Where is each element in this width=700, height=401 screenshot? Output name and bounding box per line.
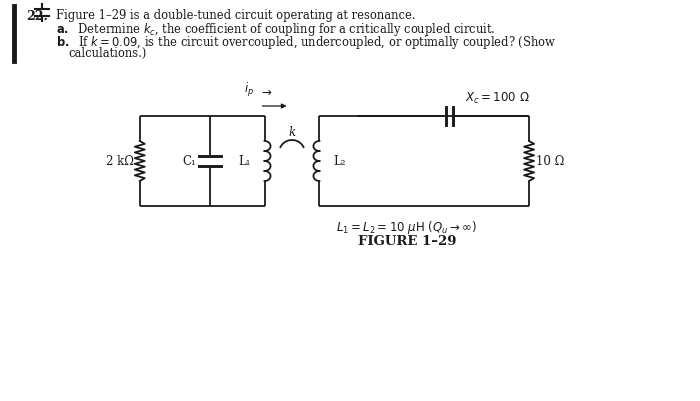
Text: FIGURE 1–29: FIGURE 1–29 xyxy=(358,235,456,247)
Text: $i_p$: $i_p$ xyxy=(244,81,255,99)
Text: $L_1 = L_2 = 10\ \mu\mathrm{H}\ (Q_u \rightarrow \infty)$: $L_1 = L_2 = 10\ \mu\mathrm{H}\ (Q_u \ri… xyxy=(336,219,477,235)
Text: k: k xyxy=(288,126,295,139)
Text: L₁: L₁ xyxy=(238,155,251,168)
Text: calculations.): calculations.) xyxy=(68,47,146,60)
Text: $\rightarrow$: $\rightarrow$ xyxy=(258,86,272,99)
Text: L₂: L₂ xyxy=(333,155,346,168)
Text: $\mathbf{b.}$  If $k = 0.09$, is the circuit overcoupled, undercoupled, or optim: $\mathbf{b.}$ If $k = 0.09$, is the circ… xyxy=(56,34,556,51)
Text: 10 Ω: 10 Ω xyxy=(536,155,564,168)
Text: $\mathbf{a.}$  Determine $k_c$, the coefficient of coupling for a critically cou: $\mathbf{a.}$ Determine $k_c$, the coeff… xyxy=(56,21,496,38)
Text: 2 kΩ: 2 kΩ xyxy=(106,155,134,168)
Text: $X_c = 100\ \Omega$: $X_c = 100\ \Omega$ xyxy=(466,91,530,106)
Text: Figure 1–29 is a double-tuned circuit operating at resonance.: Figure 1–29 is a double-tuned circuit op… xyxy=(56,9,416,22)
Text: C₁: C₁ xyxy=(182,155,196,168)
Text: 22.: 22. xyxy=(26,10,48,23)
